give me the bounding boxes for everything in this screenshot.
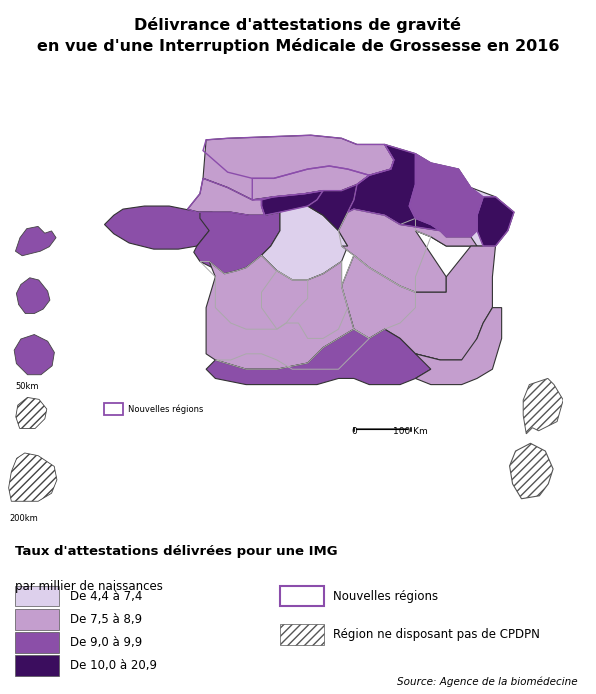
- Polygon shape: [262, 194, 347, 280]
- Polygon shape: [15, 398, 46, 428]
- Polygon shape: [347, 144, 440, 230]
- Text: Nouvelles régions: Nouvelles régions: [128, 405, 203, 414]
- Polygon shape: [477, 197, 514, 246]
- Polygon shape: [188, 178, 323, 215]
- Text: 0: 0: [351, 427, 357, 436]
- Polygon shape: [409, 153, 483, 237]
- Polygon shape: [104, 206, 212, 249]
- Polygon shape: [342, 246, 495, 360]
- FancyBboxPatch shape: [15, 586, 58, 607]
- Text: De 4,4 à 7,4: De 4,4 à 7,4: [70, 589, 142, 602]
- Text: 50km: 50km: [15, 382, 38, 391]
- Text: 100 Km: 100 Km: [393, 427, 428, 436]
- FancyBboxPatch shape: [281, 625, 324, 645]
- Text: Source: Agence de la biomédecine: Source: Agence de la biomédecine: [398, 677, 578, 687]
- FancyBboxPatch shape: [281, 586, 324, 607]
- FancyBboxPatch shape: [15, 655, 58, 676]
- FancyBboxPatch shape: [15, 609, 58, 629]
- Text: Délivrance d'attestations de gravité: Délivrance d'attestations de gravité: [135, 17, 461, 33]
- Polygon shape: [194, 212, 280, 273]
- Polygon shape: [206, 255, 354, 369]
- Polygon shape: [203, 135, 394, 200]
- Text: Taux d'attestations délivrées pour une IMG: Taux d'attestations délivrées pour une I…: [15, 545, 337, 558]
- Polygon shape: [510, 443, 553, 499]
- Polygon shape: [305, 185, 357, 230]
- FancyBboxPatch shape: [104, 403, 123, 416]
- Text: Nouvelles régions: Nouvelles régions: [333, 589, 438, 602]
- Text: Région ne disposant pas de CPDPN: Région ne disposant pas de CPDPN: [333, 628, 540, 641]
- Polygon shape: [17, 278, 50, 314]
- Polygon shape: [8, 453, 57, 501]
- Polygon shape: [14, 335, 54, 375]
- Text: De 9,0 à 9,9: De 9,0 à 9,9: [70, 636, 142, 649]
- Polygon shape: [262, 191, 323, 215]
- Polygon shape: [415, 307, 502, 384]
- Polygon shape: [15, 226, 56, 256]
- Text: De 10,0 à 20,9: De 10,0 à 20,9: [70, 659, 157, 672]
- Text: 200km: 200km: [9, 514, 38, 523]
- Polygon shape: [347, 144, 514, 246]
- FancyBboxPatch shape: [15, 632, 58, 653]
- Polygon shape: [206, 329, 440, 384]
- Text: De 7,5 à 8,9: De 7,5 à 8,9: [70, 613, 142, 626]
- Text: en vue d'une Interruption Médicale de Grossesse en 2016: en vue d'une Interruption Médicale de Gr…: [37, 38, 559, 54]
- Text: par millier de naissances: par millier de naissances: [15, 579, 163, 593]
- Polygon shape: [339, 209, 477, 292]
- Polygon shape: [523, 378, 563, 434]
